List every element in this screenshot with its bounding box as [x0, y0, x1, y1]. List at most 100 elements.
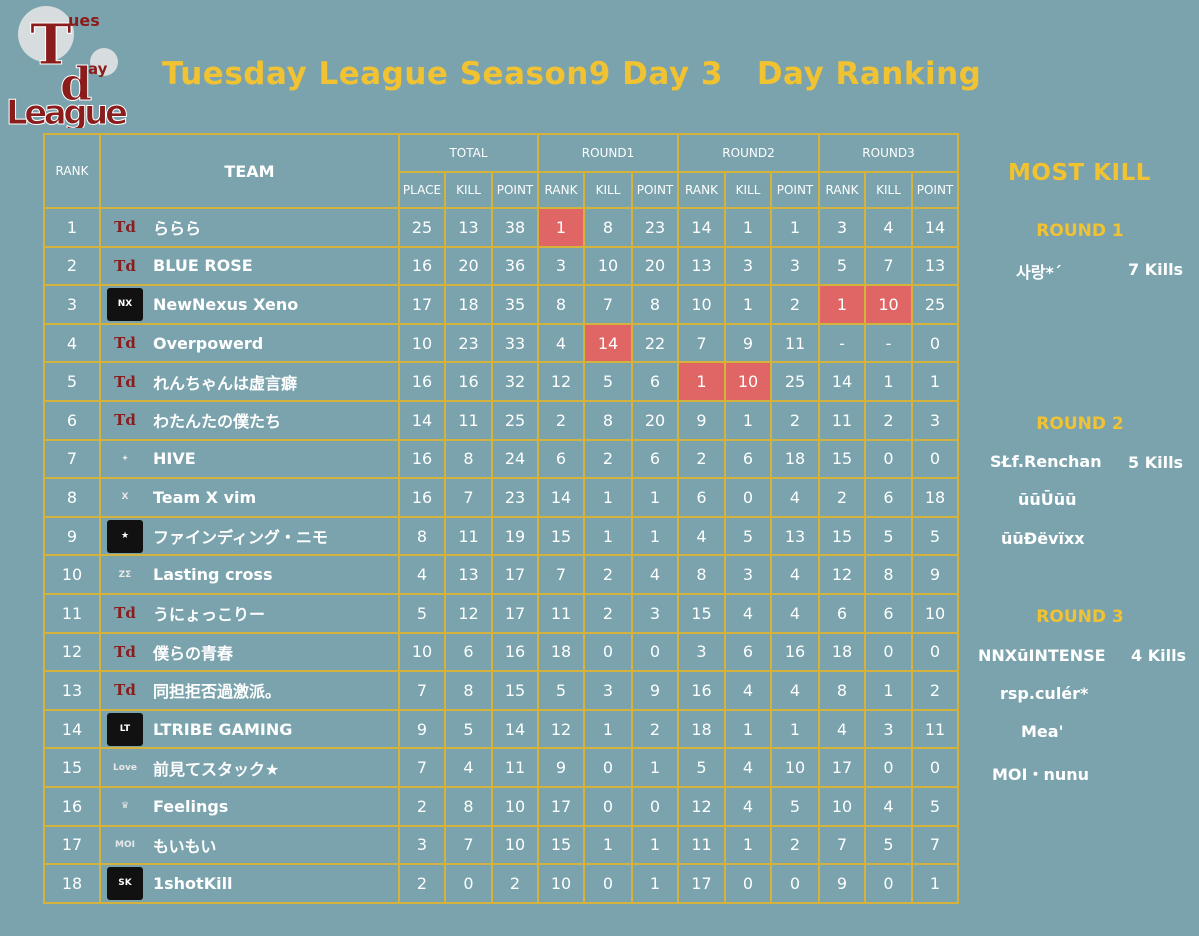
team-name: 僕らの青春: [153, 643, 234, 663]
header-r3-kill: KILL: [864, 171, 913, 209]
round3-cell: 11: [818, 399, 866, 441]
team-cell: ΖΣ Lasting cross: [99, 554, 400, 595]
total-cell: 36: [491, 245, 539, 287]
round3-cell: 12: [818, 554, 866, 595]
round3-cell: 5: [864, 824, 913, 866]
round1-cell: 11: [537, 592, 585, 634]
round2-cell: 1: [724, 284, 772, 325]
team-name: Feelings: [153, 796, 229, 816]
table-row: 13 Td 同担拒否過激派。 7 8 15 5 3 9 16 4 4 8 1 2: [43, 670, 959, 711]
team-name: Team X vim: [153, 487, 257, 507]
round2-cell: 1: [724, 399, 772, 441]
round2-cell: 14: [677, 207, 726, 248]
round3-cell: 5: [911, 515, 959, 557]
total-cell: 8: [398, 515, 446, 557]
team-cell: Td ららら: [99, 207, 400, 248]
total-cell: 17: [398, 284, 446, 325]
round1-cell: 10: [583, 245, 633, 287]
round2-cell: 8: [677, 554, 726, 595]
rank-cell: 17: [43, 824, 101, 866]
header-r2-kill: KILL: [724, 171, 772, 209]
round2-cell: 3: [724, 245, 772, 287]
round2-cell: 0: [724, 863, 772, 904]
round2-cell: 2: [770, 284, 820, 325]
total-cell: 18: [444, 284, 493, 325]
total-cell: 14: [398, 399, 446, 441]
round3-cell: 2: [911, 670, 959, 711]
team-cell: SK 1shotKill: [99, 863, 400, 904]
total-cell: 16: [398, 438, 446, 480]
round3-cell: 2: [864, 399, 913, 441]
round1-cell: 1: [583, 708, 633, 750]
total-cell: 14: [491, 708, 539, 750]
total-cell: 23: [444, 322, 493, 364]
round3-cell: 4: [818, 708, 866, 750]
round1-cell: 22: [631, 322, 679, 364]
table-row: 12 Td 僕らの青春 10 6 16 18 0 0 3 6 16 18 0 0: [43, 631, 959, 673]
round2-cell: 9: [677, 399, 726, 441]
team-logo-icon: Love: [113, 762, 137, 773]
round2-cell: 4: [724, 592, 772, 634]
team-cell: Td Overpowerd: [99, 322, 400, 364]
round2-cell: 3: [677, 631, 726, 673]
round3-cell: 18: [911, 477, 959, 518]
round3-player-1: NNXūINTENSE: [978, 646, 1106, 665]
total-cell: 2: [398, 863, 446, 904]
rank-cell: 10: [43, 554, 101, 595]
rank-cell: 15: [43, 747, 101, 788]
round3-cell: 18: [818, 631, 866, 673]
logo-league: League: [6, 93, 128, 128]
round2-cell: 0: [770, 863, 820, 904]
table-row: 11 Td うにょっこりー 5 12 17 11 2 3 15 4 4 6 6 10: [43, 592, 959, 634]
table-row: 10 ΖΣ Lasting cross 4 13 17 7 2 4 8 3 4 12 8 9: [43, 554, 959, 595]
round1-cell: 8: [537, 284, 585, 325]
round2-cell: 12: [677, 785, 726, 827]
round3-cell: 14: [911, 207, 959, 248]
round2-cell: 4: [770, 554, 820, 595]
total-cell: 19: [491, 515, 539, 557]
round1-cell: 1: [583, 824, 633, 866]
round1-cell: 4: [537, 322, 585, 364]
round2-cell: 10: [724, 361, 772, 402]
team-name: ファインディング・ニモ: [153, 528, 328, 548]
round1-cell: 3: [631, 592, 679, 634]
total-cell: 16: [444, 361, 493, 402]
round1-cell: 5: [537, 670, 585, 711]
total-cell: 16: [398, 361, 446, 402]
round1-cell: 14: [583, 322, 633, 364]
round2-cell: 2: [677, 438, 726, 480]
round3-cell: 1: [818, 284, 866, 325]
team-logo-icon: ✦: [121, 453, 129, 464]
round1-cell: 14: [537, 477, 585, 518]
round2-cell: 5: [677, 747, 726, 788]
total-cell: 38: [491, 207, 539, 248]
round2-cell: 2: [770, 824, 820, 866]
team-logo-icon: MOI: [115, 839, 135, 850]
total-cell: 16: [398, 477, 446, 518]
round3-cell: 0: [864, 747, 913, 788]
round1-cell: 0: [583, 863, 633, 904]
table-row: 16 ♛ Feelings 2 8 10 17 0 0 12 4 5 10 4 5: [43, 785, 959, 827]
total-cell: 25: [491, 399, 539, 441]
round2-cell: 6: [677, 477, 726, 518]
team-logo-icon: Td: [114, 218, 136, 237]
round2-cell: 16: [770, 631, 820, 673]
total-cell: 10: [398, 631, 446, 673]
total-cell: 6: [444, 631, 493, 673]
round2-cell: 1: [724, 708, 772, 750]
team-name: うにょっこりー: [153, 605, 266, 625]
round2-cell: 1: [724, 824, 772, 866]
table-row: 4 Td Overpowerd 10 23 33 4 14 22 7 9 11- -0: [43, 322, 959, 364]
team-cell: Td 僕らの青春: [99, 631, 400, 673]
round1-cell: 8: [583, 399, 633, 441]
round2-cell: 25: [770, 361, 820, 402]
round3-cell: 11: [911, 708, 959, 750]
header-round1: ROUND1: [537, 133, 679, 173]
table-row: 1 Td ららら 25 13 38 1 8 23 14 1 1 3 4 14: [43, 207, 959, 248]
total-cell: 2: [398, 785, 446, 827]
round3-cell: 7: [818, 824, 866, 866]
total-cell: 7: [444, 477, 493, 518]
round2-cell: 0: [724, 477, 772, 518]
header-team: TEAM: [99, 133, 400, 209]
round3-player-3: Mea': [1021, 722, 1064, 741]
